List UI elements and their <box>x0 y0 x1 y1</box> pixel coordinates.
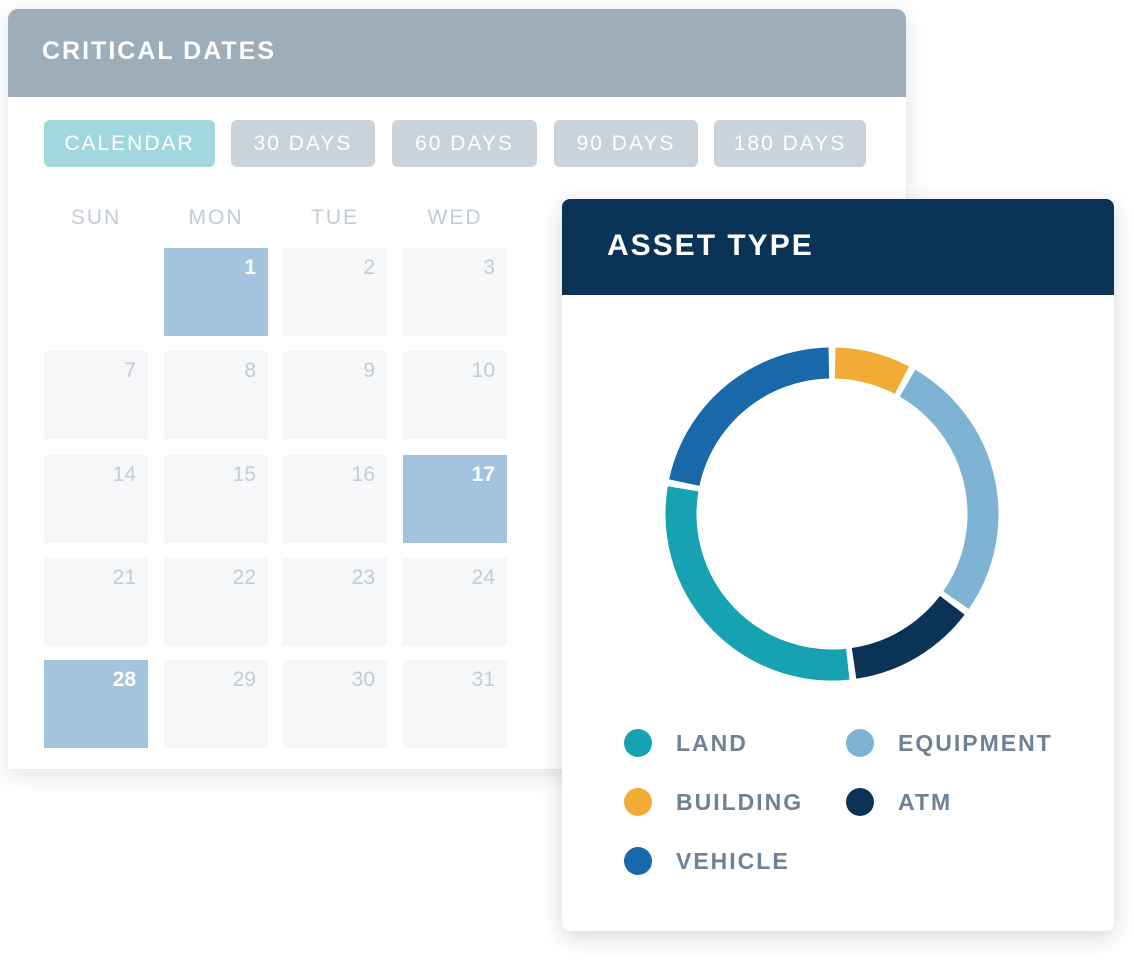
asset-type-donut-chart <box>665 347 999 681</box>
donut-slice-equipment <box>899 369 999 610</box>
legend-label-land: LAND <box>676 729 748 756</box>
calendar-day-number: 28 <box>112 668 136 691</box>
calendar-day-28[interactable]: 28 <box>44 660 148 748</box>
calendar-day-number: 14 <box>112 463 136 486</box>
calendar-day-number: 16 <box>351 463 375 486</box>
calendar-day-number: 21 <box>112 566 136 589</box>
legend-label-atm: ATM <box>898 788 953 815</box>
critical-dates-header: CRITICAL DATES <box>8 9 906 97</box>
calendar-day-number: 3 <box>483 256 495 279</box>
calendar-day-number: 17 <box>471 463 495 486</box>
calendar-day-number: 30 <box>351 668 375 691</box>
calendar-day-number: 22 <box>232 566 256 589</box>
calendar-day-number: 9 <box>363 359 375 382</box>
calendar-day-31[interactable]: 31 <box>403 660 507 748</box>
legend-dot-vehicle <box>624 847 652 875</box>
weekday-wed: WED <box>427 206 483 229</box>
calendar-day-30[interactable]: 30 <box>283 660 387 748</box>
tab-30-days[interactable]: 30 DAYS <box>231 120 375 167</box>
calendar-day-number: 29 <box>232 668 256 691</box>
calendar-day-21[interactable]: 21 <box>44 558 148 646</box>
calendar-day-3[interactable]: 3 <box>403 248 507 336</box>
calendar-day-10[interactable]: 10 <box>403 351 507 439</box>
calendar-day-number: 31 <box>471 668 495 691</box>
calendar-day-number: 1 <box>244 256 256 279</box>
calendar-day-8[interactable]: 8 <box>164 351 268 439</box>
tab-180-days[interactable]: 180 DAYS <box>714 120 866 167</box>
calendar-day-24[interactable]: 24 <box>403 558 507 646</box>
donut-slice-building <box>834 347 910 395</box>
legend-dot-land <box>624 729 652 757</box>
legend-item-equipment: EQUIPMENT <box>846 729 1053 757</box>
calendar-day-15[interactable]: 15 <box>164 455 268 543</box>
weekday-tue: TUE <box>311 206 359 229</box>
legend-label-equipment: EQUIPMENT <box>898 729 1053 756</box>
calendar-day-22[interactable]: 22 <box>164 558 268 646</box>
weekday-sun: SUN <box>70 206 122 229</box>
weekday-mon: MON <box>188 206 244 229</box>
calendar-day-number: 24 <box>471 566 495 589</box>
calendar-day-number: 2 <box>363 256 375 279</box>
calendar-day-number: 7 <box>124 359 136 382</box>
donut-slice-atm <box>851 595 965 679</box>
calendar-day-2[interactable]: 2 <box>283 248 387 336</box>
legend-item-land: LAND <box>624 729 748 757</box>
legend-label-vehicle: VEHICLE <box>676 847 790 874</box>
legend-dot-building <box>624 788 652 816</box>
calendar-day-number: 23 <box>351 566 375 589</box>
calendar-day-9[interactable]: 9 <box>283 351 387 439</box>
tab-90-days[interactable]: 90 DAYS <box>554 120 698 167</box>
legend-dot-equipment <box>846 729 874 757</box>
calendar-day-number: 15 <box>232 463 256 486</box>
legend-item-building: BUILDING <box>624 788 803 816</box>
calendar-day-number: 8 <box>244 359 256 382</box>
calendar-day-29[interactable]: 29 <box>164 660 268 748</box>
calendar-day-17[interactable]: 17 <box>403 455 507 543</box>
asset-type-title: ASSET TYPE <box>607 229 814 262</box>
legend-item-vehicle: VEHICLE <box>624 847 790 875</box>
calendar-day-7[interactable]: 7 <box>44 351 148 439</box>
calendar-day-number: 10 <box>471 359 495 382</box>
calendar-day-16[interactable]: 16 <box>283 455 387 543</box>
calendar-day-23[interactable]: 23 <box>283 558 387 646</box>
calendar-day-14[interactable]: 14 <box>44 455 148 543</box>
asset-type-header: ASSET TYPE <box>562 199 1114 295</box>
legend-item-atm: ATM <box>846 788 952 816</box>
tab-60-days[interactable]: 60 DAYS <box>392 120 537 167</box>
donut-slice-land <box>665 486 850 681</box>
tab-calendar[interactable]: CALENDAR <box>44 120 215 167</box>
legend-dot-atm <box>846 788 874 816</box>
calendar-day-1[interactable]: 1 <box>164 248 268 336</box>
legend-label-building: BUILDING <box>676 788 804 815</box>
asset-type-card: ASSET TYPE LAND EQUIPMENT BUILDING ATM V… <box>562 199 1114 931</box>
critical-dates-title: CRITICAL DATES <box>42 37 277 65</box>
donut-slice-vehicle <box>669 347 830 487</box>
